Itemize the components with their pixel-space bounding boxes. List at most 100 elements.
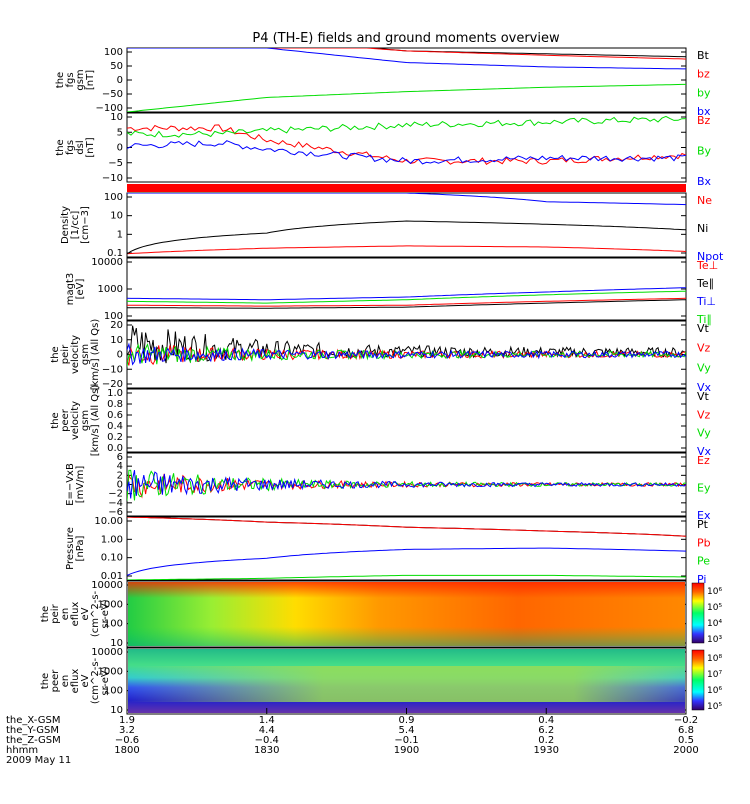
ylabel-line: E=−VxB (65, 463, 76, 506)
quality-flag-bar (127, 184, 686, 192)
spectrogram-overlay (128, 582, 685, 646)
y-tick-label: 0.8 (107, 399, 123, 410)
panel-peir_eflux: the peir en eflux eV (cm^2-s-sr-eV) 10000 1000 1… (40, 580, 722, 649)
y-tick-label: 1.0 (107, 388, 123, 399)
legend-by: by (697, 86, 711, 99)
ylabel-line: peer (60, 408, 71, 432)
colorbar (691, 582, 705, 644)
legend-ex: Ex (697, 509, 711, 522)
legend-bt: Bt (697, 49, 710, 62)
legend-ni: Ni (697, 222, 708, 235)
ylabel-line: Density (60, 206, 71, 244)
y-tick-label: 10 (110, 705, 123, 716)
colorbar-label: 10⁷ (707, 670, 722, 680)
legend-bx: bx (697, 105, 711, 118)
colorbar-label: 10⁶ (707, 686, 722, 696)
panel-pressure: Pressure [nPa] 10.00 1.00 0.10 0.01 Pt Pb Pe Pi (65, 516, 711, 586)
y-tick-label: 10 (110, 112, 123, 123)
panel-frame (126, 580, 687, 648)
y-tick-label: 0.0 (107, 443, 123, 454)
legend-te⊥: Te⊥ (696, 259, 718, 272)
ylabel-line: en (60, 608, 71, 621)
ylabel-line: (cm^2-s- (90, 590, 101, 637)
y-tick-label: −10 (102, 364, 123, 375)
y-tick-label: −10 (102, 173, 123, 184)
series-by (127, 115, 686, 138)
series-vt (127, 325, 686, 364)
y-tick-label: 100 (104, 47, 123, 58)
ylabel-line: [cm−3] (80, 206, 91, 244)
ylabel-line: eflux (70, 669, 81, 694)
legend-bx: Bx (697, 175, 712, 188)
y-tick-label: 0.2 (107, 432, 123, 443)
ylabel-line: gsm (80, 410, 91, 431)
panel-frame (126, 388, 687, 453)
y-tick-label: 100 (104, 686, 123, 697)
time-axis-value: −0.1 (394, 735, 418, 746)
ylabel-line: the (55, 72, 66, 88)
ylabel-line: the (50, 346, 61, 362)
y-tick-label: 0.4 (107, 421, 123, 432)
y-tick-label: 100 (104, 311, 123, 322)
ylabel-line: eV (80, 607, 91, 620)
time-axis-value: 6.8 (678, 725, 694, 736)
time-axis-value: 5.4 (399, 725, 415, 736)
y-tick-label: −5 (108, 158, 123, 169)
y-tick-label: 2 (117, 470, 123, 481)
y-tick-label: 100 (104, 192, 123, 203)
legend-by: By (697, 145, 712, 158)
ylabel-line: (cm^2-s- (90, 657, 101, 704)
time-axis-value: 1.4 (259, 715, 275, 726)
legend-vz: Vz (697, 408, 711, 421)
panel-density: Density [1/cc] [cm−3] 100 10 1 0.1 Ne Ni Npot (60, 192, 724, 263)
ylabel-line: sr-eV) (100, 666, 111, 695)
legend-ti⊥: Ti⊥ (696, 295, 716, 308)
chart-title: P4 (TH-E) fields and ground moments over… (252, 31, 560, 46)
series-ex (127, 469, 686, 499)
series-pi (127, 547, 686, 576)
time-axis-value: 6.2 (538, 725, 554, 736)
y-tick-label: 10 (110, 638, 123, 649)
colorbar-label: 10⁵ (707, 603, 722, 613)
ylabel-line: [eV] (75, 279, 86, 300)
legend-ey: Ey (697, 482, 711, 495)
ylabel-line: peer (50, 669, 61, 693)
y-tick-label: 100 (104, 619, 123, 630)
y-tick-label: 5 (117, 127, 123, 138)
y-tick-label: −2 (108, 489, 123, 500)
colorbar-label: 10⁵ (707, 702, 722, 712)
y-tick-label: 10000 (91, 580, 123, 591)
y-tick-label: −100 (96, 103, 123, 114)
colorbar (691, 649, 705, 711)
legend-ti∥: Ti∥ (696, 313, 712, 326)
legend-te∥: Te∥ (696, 277, 714, 290)
y-tick-label: 50 (110, 61, 123, 72)
y-tick-label: 1000 (98, 666, 123, 677)
y-tick-label: 10.00 (94, 516, 123, 527)
spectrogram-overlay (128, 666, 685, 702)
series-te⊥ (127, 297, 686, 307)
y-tick-label: 0 (117, 143, 123, 154)
series-ne (127, 245, 686, 255)
y-tick-label: −50 (102, 89, 123, 100)
ylabel-line: the (55, 139, 66, 155)
ylabel-line: fgs (65, 72, 76, 87)
panel-fgs_gsm: the fgs gsm [nT] 100 50 0 −50 −100 Bt bz by bx (55, 47, 711, 118)
y-tick-label: 1 (117, 229, 123, 240)
series-ni (127, 220, 686, 255)
y-tick-label: 6 (117, 452, 123, 463)
time-axis-value: 2000 (673, 745, 698, 756)
series-bt (127, 48, 686, 58)
y-tick-label: 0 (117, 350, 123, 361)
ylabel-line: Pressure (65, 527, 76, 570)
y-tick-label: −4 (108, 498, 123, 509)
ylabel-line: [km/s] (All Qs) (90, 319, 101, 391)
ylabel-line: the (40, 673, 51, 689)
legend-pt: Pt (697, 518, 709, 531)
series-bx (127, 48, 686, 70)
time-axis-value: 1830 (254, 745, 279, 756)
y-tick-label: 10000 (91, 647, 123, 658)
